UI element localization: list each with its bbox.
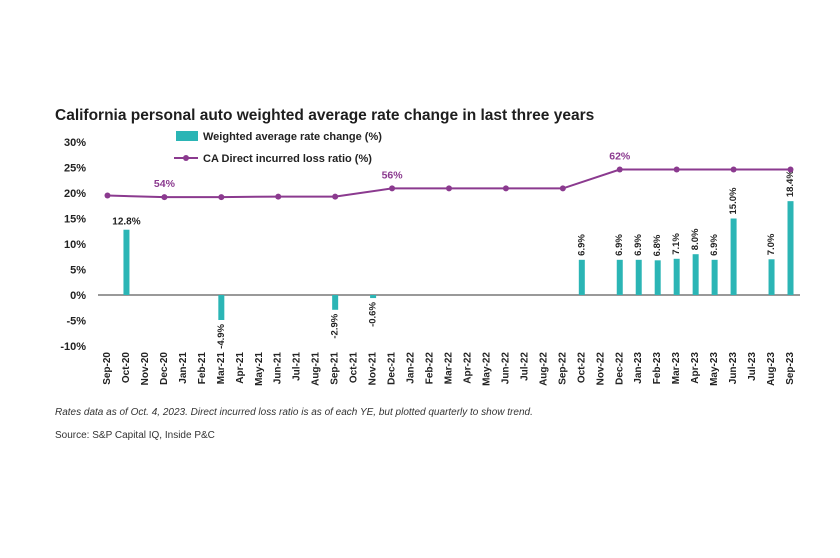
line-annotation: 56% [382,169,404,181]
line-marker [218,194,225,201]
bar-data-label: 15.0% [728,187,739,214]
bar-data-label: 6.9% [709,234,720,256]
x-tick-label: Apr-21 [235,352,246,384]
x-tick-label: Jan-21 [178,352,189,384]
x-tick-label: Aug-23 [766,352,777,386]
bar [578,259,585,295]
y-tick-label: 5% [70,265,86,277]
line-marker [673,166,680,173]
bar [123,229,130,295]
y-tick-label: 15% [64,214,86,226]
line-annotation: 54% [154,178,176,190]
x-tick-label: Sep-20 [102,352,113,385]
x-tick-label: Jun-22 [500,352,511,385]
x-tick-label: Feb-21 [197,352,208,385]
y-tick-label: -5% [66,316,86,328]
line-marker [502,185,509,192]
bar-data-label: 6.9% [614,234,625,256]
bar-data-label: -0.6% [368,302,379,327]
x-tick-label: May-23 [709,352,720,386]
bar [218,295,225,320]
legend-line-marker [183,155,189,161]
x-tick-label: Jul-23 [747,352,758,381]
x-tick-label: Aug-22 [538,352,549,386]
x-tick-label: Mar-22 [444,352,455,385]
bar [768,259,775,295]
x-tick-label: Apr-22 [462,352,473,384]
x-tick-label: May-21 [254,352,265,386]
y-tick-label: -10% [60,341,86,353]
x-tick-label: May-22 [481,352,492,386]
legend-line-label: CA Direct incurred loss ratio (%) [203,153,372,165]
bar-data-label: 6.9% [633,234,644,256]
loss-ratio-line [107,168,791,199]
line-marker [389,185,396,192]
bar [616,259,623,295]
bar-data-label: 12.8% [112,217,140,228]
x-tick-label: Feb-22 [425,352,436,385]
line-marker [730,166,737,173]
x-tick-label: Jun-23 [728,352,739,385]
x-tick-label: Dec-22 [614,352,625,385]
line-marker [616,166,623,173]
bar [711,259,718,295]
x-tick-label: Jul-22 [519,352,530,381]
x-tick-label: Apr-23 [690,352,701,384]
bar-data-label: -2.9% [330,313,341,338]
bar [654,260,661,295]
x-tick-label: Feb-23 [652,352,663,385]
x-tick-label: Dec-21 [387,352,398,385]
x-tick-label: Aug-21 [311,352,322,386]
line-marker [559,185,566,192]
x-tick-label: Nov-20 [140,352,151,386]
x-tick-label: Sep-22 [557,352,568,385]
x-tick-label: Jan-23 [633,352,644,384]
y-tick-label: 10% [64,239,86,251]
chart-source: Source: S&P Capital IQ, Inside P&C [55,430,215,441]
y-tick-label: 25% [64,163,86,175]
line-marker [161,194,168,201]
bar-data-label: -4.9% [216,323,227,348]
x-tick-label: Mar-21 [216,352,227,385]
x-tick-label: Jun-21 [273,352,284,385]
bar [370,295,377,299]
bar [332,295,339,310]
x-tick-label: Jul-21 [292,352,303,381]
chart-note: Rates data as of Oct. 4, 2023. Direct in… [55,407,533,418]
bar-data-label: 7.1% [671,233,682,255]
bar [635,259,642,295]
line-marker [332,193,339,200]
bar-data-label: 18.4% [785,170,796,197]
x-tick-label: Nov-22 [595,352,606,386]
y-tick-label: 20% [64,188,86,200]
bar-data-label: 6.9% [576,234,587,256]
legend-bar-swatch [176,131,198,141]
legend-bar-label: Weighted average rate change (%) [203,131,382,143]
bar [730,218,737,295]
line-marker [446,185,452,192]
bar [692,254,699,295]
bar [673,258,680,295]
line-marker [104,192,111,199]
chart-title: California personal auto weighted averag… [55,107,595,124]
line-marker [787,166,794,173]
x-tick-label: Mar-23 [671,352,682,385]
x-tick-label: Sep-23 [785,352,796,385]
y-tick-label: 0% [70,290,86,302]
x-tick-label: Oct-22 [576,352,587,384]
bar [787,201,794,295]
bar-data-label: 8.0% [690,228,701,250]
x-tick-label: Sep-21 [330,352,341,385]
line-marker [275,193,282,200]
x-tick-label: Oct-20 [121,352,132,384]
x-tick-label: Jan-22 [406,352,417,384]
x-tick-label: Nov-21 [368,352,379,386]
y-tick-label: 30% [64,137,86,149]
x-tick-label: Oct-21 [349,352,360,384]
line-annotation: 62% [609,151,631,163]
x-tick-label: Dec-20 [159,352,170,385]
bar-data-label: 7.0% [766,233,777,255]
bar-data-label: 6.8% [652,234,663,256]
